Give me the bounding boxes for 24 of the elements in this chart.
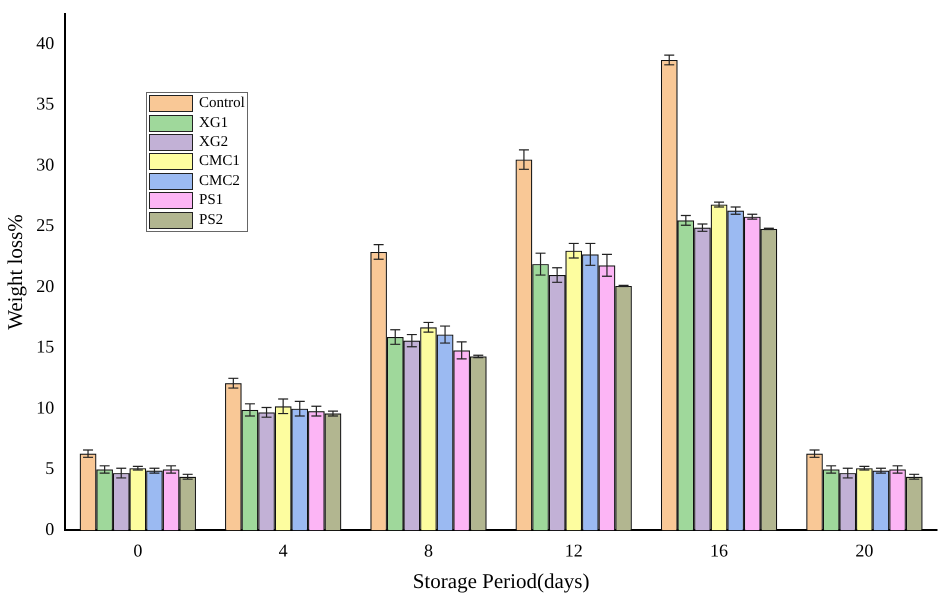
y-axis-title: Weight loss% — [3, 214, 28, 330]
x-tick-label: 4 — [278, 540, 288, 561]
legend-label: CMC2 — [199, 172, 240, 190]
y-tick-label: 20 — [36, 276, 54, 296]
x-tick-label: 12 — [564, 540, 583, 561]
x-tick-label: 16 — [710, 540, 728, 561]
x-tick-label: 20 — [855, 540, 874, 561]
legend-label: PS2 — [199, 212, 224, 229]
y-tick-label: 15 — [36, 336, 54, 357]
y-tick-label: 0 — [45, 518, 54, 539]
x-tick-label: 8 — [424, 540, 433, 561]
legend-label: CMC1 — [199, 153, 240, 170]
y-tick-label: 10 — [36, 397, 54, 418]
legend-label: PS1 — [199, 192, 224, 210]
x-axis-title: Storage Period(days) — [412, 568, 590, 593]
y-tick-label: 35 — [36, 94, 54, 114]
legend-label: XG2 — [199, 134, 228, 151]
legend-label: XG1 — [199, 114, 228, 132]
y-tick-label: 40 — [36, 32, 54, 53]
y-tick-label: 30 — [36, 154, 54, 174]
y-tick-label: 5 — [45, 458, 54, 478]
y-tick-label: 25 — [36, 215, 54, 236]
x-tick-label: 0 — [133, 540, 142, 561]
legend-label: Control — [199, 95, 245, 112]
